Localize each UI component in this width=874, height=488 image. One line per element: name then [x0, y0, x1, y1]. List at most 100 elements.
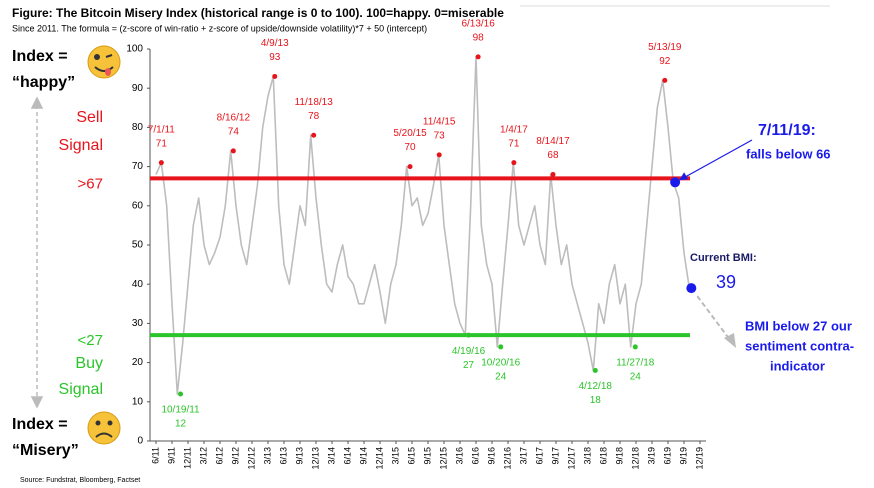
x-tick-label: 3/16	[454, 447, 464, 465]
callout-arrow	[680, 139, 753, 180]
annotation-dot	[632, 344, 638, 350]
x-tick-label: 12/18	[630, 447, 640, 470]
y-tick-label: 50	[132, 240, 144, 251]
annotation-date: 11/18/13	[295, 97, 334, 108]
annotation-date: 7/1/11	[148, 124, 175, 135]
note-line: indicator	[770, 358, 825, 373]
annotation-value: 27	[463, 360, 475, 371]
annotation-value: 24	[495, 372, 507, 383]
annotation-value: 71	[156, 138, 168, 149]
x-tick-label: 6/15	[406, 447, 416, 465]
annotation-dot	[311, 132, 317, 138]
misery-label: “Misery”	[12, 442, 79, 459]
annotation-dot	[511, 160, 517, 166]
callout-label: 7/11/19:	[758, 122, 816, 139]
current-label: Current BMI:	[690, 252, 757, 264]
x-tick-label: 6/11	[150, 447, 160, 464]
x-tick-label: 3/13	[262, 447, 272, 465]
annotation-value: 92	[659, 56, 671, 67]
sad-face	[87, 411, 121, 445]
annotation-dot	[272, 73, 278, 79]
source: Source: Fundstrat, Bloomberg, Factset	[20, 477, 140, 484]
chart-subtitle: Since 2011. The formula = (z-score of wi…	[12, 23, 427, 33]
annotation-date: 4/12/18	[579, 381, 613, 392]
y-tick-label: 100	[126, 44, 143, 55]
y-tick-label: 60	[132, 200, 144, 211]
annotation-value: 98	[473, 32, 485, 43]
x-tick-label: 9/12	[230, 447, 240, 465]
x-tick-label: 6/13	[278, 447, 288, 465]
callout-text: falls below 66	[746, 146, 831, 161]
annotation-date: 4/9/13	[261, 38, 289, 49]
annotation-date: 1/4/17	[500, 124, 528, 135]
x-tick-label: 9/18	[614, 447, 624, 465]
current-dot	[686, 283, 697, 294]
threshold-label: <27	[78, 332, 103, 349]
annotation-dot	[475, 54, 481, 60]
annotation-value: 78	[308, 111, 320, 122]
annotation-dot	[178, 391, 184, 397]
annotation-value: 93	[269, 52, 281, 63]
y-tick-label: 10	[132, 396, 144, 407]
annotation-date: 5/13/19	[648, 42, 682, 53]
annotation-dot	[466, 332, 472, 338]
annotation-dot	[550, 171, 556, 177]
y-tick-label: 70	[132, 161, 144, 172]
x-tick-label: 6/17	[534, 447, 544, 465]
x-tick-label: 6/19	[662, 447, 672, 465]
sell-label: Sell	[76, 109, 103, 126]
y-tick-label: 90	[132, 83, 144, 94]
annotation-dot	[158, 160, 164, 166]
annotation-value: 24	[630, 372, 642, 383]
annotation-date: 8/16/12	[217, 113, 251, 124]
buy-label: Buy	[75, 355, 103, 372]
x-tick-label: 3/14	[326, 447, 336, 465]
x-tick-label: 6/16	[470, 447, 480, 465]
annotation-value: 73	[434, 130, 446, 141]
x-tick-label: 12/16	[502, 447, 512, 470]
annotation-value: 18	[590, 395, 602, 406]
x-tick-label: 9/13	[294, 447, 304, 465]
scale-arrow	[30, 96, 44, 409]
x-tick-label: 12/15	[438, 447, 448, 470]
misery-label: Index =	[12, 416, 68, 433]
annotation-dot	[230, 148, 236, 154]
annotation-dot	[662, 77, 668, 83]
projection-arrowhead	[724, 333, 736, 348]
threshold-label: >67	[78, 175, 103, 192]
annotation-dot	[498, 344, 504, 350]
annotation-value: 70	[404, 142, 416, 153]
annotation-date: 6/13/16	[461, 18, 495, 29]
series-line	[155, 56, 691, 395]
annotation-date: 10/20/16	[481, 358, 520, 369]
note-line: sentiment contra-	[745, 338, 854, 353]
x-tick-label: 12/12	[246, 447, 256, 470]
y-tick-label: 80	[132, 122, 144, 133]
x-tick-label: 9/16	[486, 447, 496, 465]
x-tick-label: 6/12	[214, 447, 224, 465]
chart-title: Figure: The Bitcoin Misery Index (histor…	[12, 6, 504, 20]
happy-label: Index =	[12, 48, 68, 65]
y-tick-label: 40	[132, 279, 144, 290]
x-tick-label: 9/17	[550, 447, 560, 465]
happy-label: “happy”	[12, 74, 75, 91]
x-tick-label: 3/19	[646, 447, 656, 465]
annotation-date: 5/20/15	[393, 128, 427, 139]
annotation-value: 12	[175, 419, 187, 430]
projection-arrow	[696, 295, 731, 341]
sell-label: Signal	[59, 137, 103, 154]
x-tick-label: 9/19	[678, 447, 688, 465]
annotation-dot	[436, 152, 442, 158]
x-tick-label: 3/18	[582, 447, 592, 465]
y-tick-label: 20	[132, 357, 144, 368]
annotation-date: 11/27/18	[616, 358, 655, 369]
callout-dot	[670, 177, 681, 188]
x-tick-label: 12/13	[310, 447, 320, 470]
annotation-dot	[407, 164, 413, 170]
annotation-value: 74	[228, 127, 240, 138]
annotation-date: 11/4/15	[423, 116, 456, 127]
x-tick-label: 3/17	[518, 447, 528, 465]
x-tick-label: 9/11	[166, 447, 176, 464]
callout-arrowhead	[679, 172, 689, 181]
